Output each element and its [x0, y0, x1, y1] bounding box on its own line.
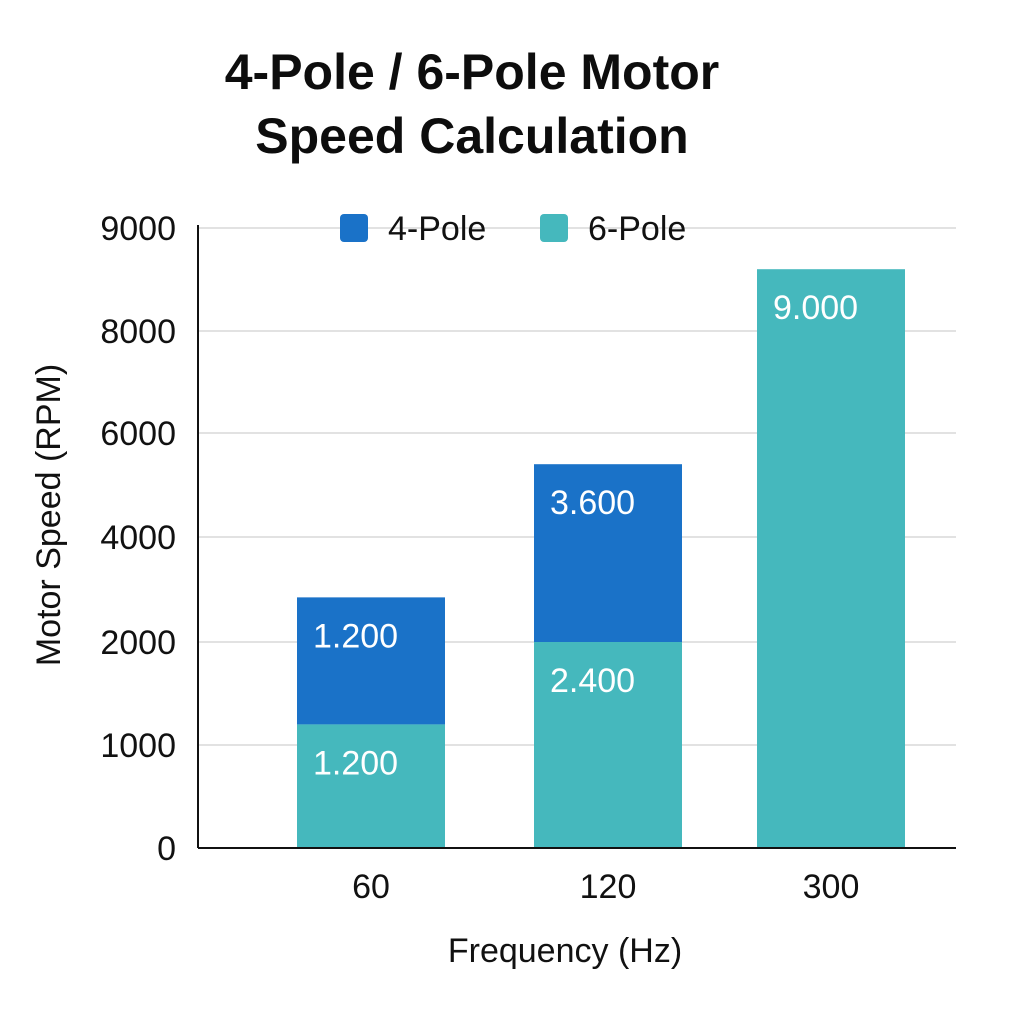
- y-tick-label: 8000: [100, 313, 176, 351]
- legend-swatch-6-pole: [540, 214, 568, 242]
- x-tick-label: 300: [803, 868, 860, 906]
- x-tick-labels: 60 120 300: [352, 868, 859, 906]
- y-tick-label: 1000: [100, 727, 176, 765]
- y-tick-label: 0: [157, 830, 176, 868]
- bar-4-pole-60: [297, 597, 445, 725]
- bar-value-label-6-pole-120: 2.400: [550, 662, 635, 700]
- bar-6-pole-300: [757, 269, 905, 848]
- bar-labels: 1.200 1.200 2.400 3.600 9.000: [313, 289, 858, 782]
- y-tick-label: 9000: [100, 210, 176, 248]
- bar-value-label-6-pole-300: 9.000: [773, 289, 858, 327]
- chart-title-line-1: 4-Pole / 6-Pole Motor: [224, 44, 720, 100]
- legend-label-6-pole: 6-Pole: [588, 210, 686, 248]
- x-tick-label: 60: [352, 868, 390, 906]
- bar-6-pole-120: [534, 642, 682, 848]
- bar-value-label-4-pole-120: 3.600: [550, 484, 635, 522]
- chart-title: 4-Pole / 6-Pole Motor Speed Calculation: [0, 40, 944, 168]
- bar-value-label-4-pole-60: 1.200: [313, 617, 398, 655]
- x-axis-label: Frequency (Hz): [448, 932, 682, 970]
- y-tick-label: 6000: [100, 415, 176, 453]
- bars: [297, 269, 905, 848]
- x-tick-label: 120: [580, 868, 637, 906]
- legend: 4-Pole 6-Pole: [340, 210, 686, 248]
- y-tick-label: 4000: [100, 519, 176, 557]
- bar-4-pole-120: [534, 464, 682, 642]
- y-tick-label: 2000: [100, 624, 176, 662]
- y-tick-labels: 0 1000 2000 4000 6000 8000 9000: [100, 210, 176, 868]
- bar-6-pole-60: [297, 724, 445, 848]
- y-axis-label: Motor Speed (RPM): [30, 364, 68, 666]
- legend-label-4-pole: 4-Pole: [388, 210, 486, 248]
- legend-swatch-4-pole: [340, 214, 368, 242]
- chart-title-line-2: Speed Calculation: [255, 108, 689, 164]
- bar-value-label-6-pole-60: 1.200: [313, 744, 398, 782]
